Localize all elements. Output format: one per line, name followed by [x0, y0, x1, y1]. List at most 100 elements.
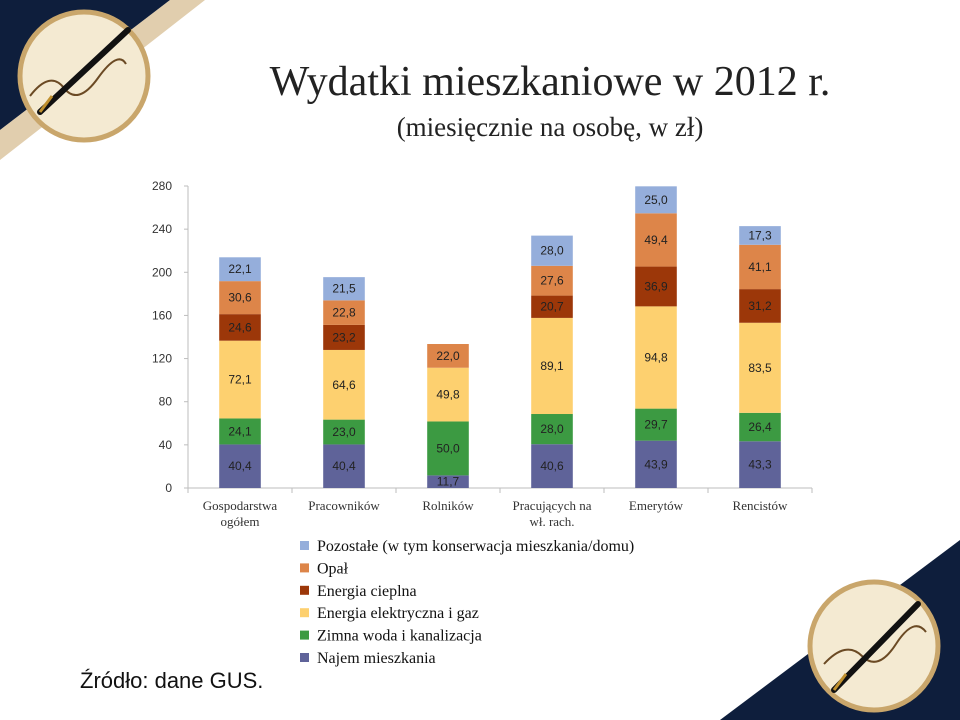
x-category-label-line: Rencistów — [733, 498, 788, 513]
legend-label: Energia elektryczna i gaz — [317, 605, 479, 622]
data-label: 31,2 — [748, 299, 772, 313]
bar-segment — [739, 412, 781, 442]
bar-segment — [427, 421, 469, 476]
data-label: 22,0 — [436, 349, 460, 363]
bar-segment — [427, 367, 469, 422]
data-label: 23,0 — [332, 425, 356, 439]
legend-label: Energia cieplna — [317, 583, 417, 600]
data-label: 23,2 — [332, 330, 356, 344]
data-label: 27,6 — [540, 274, 564, 288]
data-label: 41,1 — [748, 260, 772, 274]
bar-segment — [739, 441, 781, 488]
data-label: 40,6 — [540, 459, 564, 473]
bar-segment — [323, 419, 365, 445]
data-label: 40,4 — [332, 459, 356, 473]
y-tick-label: 0 — [165, 481, 172, 495]
legend-swatch — [300, 541, 309, 550]
y-tick-label: 160 — [152, 308, 172, 322]
y-tick-label: 200 — [152, 265, 172, 279]
data-label: 30,6 — [228, 291, 252, 305]
legend-label: Najem mieszkania — [317, 650, 436, 667]
bar-segment — [635, 213, 677, 267]
data-label: 29,7 — [644, 418, 668, 432]
source-note: Źródło: dane GUS. — [80, 668, 264, 693]
x-category-label: Emerytów — [629, 498, 684, 513]
bar-segment — [323, 277, 365, 301]
bar-segment — [531, 317, 573, 415]
bar-segment — [635, 186, 677, 214]
bar-segment — [531, 444, 573, 488]
data-label: 72,1 — [228, 373, 252, 387]
data-label: 17,3 — [748, 228, 772, 242]
data-label: 43,9 — [644, 457, 668, 471]
slide-subtitle: (miesięcznie na osobę, w zł) — [396, 112, 704, 142]
data-label: 83,5 — [748, 361, 772, 375]
y-tick-label: 40 — [159, 438, 173, 452]
data-label: 22,1 — [228, 262, 252, 276]
slide-title: Wydatki mieszkaniowe w 2012 r. — [269, 59, 831, 105]
x-category-label-line: Emerytów — [629, 498, 684, 513]
data-label: 20,7 — [540, 300, 564, 314]
bar-segment — [323, 324, 365, 350]
bar-segment — [531, 414, 573, 445]
x-category-label: Pracujących na wł. rach. — [512, 498, 591, 529]
bar-segment — [739, 244, 781, 290]
x-category-label-line: Rolników — [422, 498, 474, 513]
x-category-label-line: Gospodarstwa — [203, 498, 278, 513]
data-label: 49,8 — [436, 388, 460, 402]
bar-segment — [427, 475, 469, 488]
data-label: 11,7 — [437, 475, 460, 489]
x-category-label-line: Pracujących na — [512, 498, 591, 513]
bar-segment — [219, 314, 261, 341]
legend-label: Opał — [317, 560, 349, 577]
data-label: 28,0 — [540, 422, 564, 436]
bar-segment — [323, 444, 365, 488]
data-label: 89,1 — [540, 359, 564, 373]
bar-segment — [219, 340, 261, 419]
bar-segment — [531, 295, 573, 318]
bar-segment — [219, 257, 261, 282]
y-tick-label: 120 — [152, 352, 172, 366]
legend-swatch — [300, 630, 309, 640]
bar-segment — [219, 281, 261, 315]
legend-swatch — [300, 585, 309, 595]
legend-swatch — [300, 653, 309, 662]
bar-segment — [219, 444, 261, 488]
legend-swatch — [300, 563, 309, 573]
bar-segment — [427, 344, 469, 368]
bar-segment — [635, 306, 677, 409]
bar-segment — [323, 349, 365, 420]
y-tick-label: 80 — [159, 395, 173, 409]
data-label: 50,0 — [436, 441, 460, 455]
bar-segment — [739, 322, 781, 413]
fountain-pen-medallion-icon — [807, 579, 941, 713]
bar-segment — [635, 440, 677, 488]
y-tick-label: 240 — [152, 222, 172, 236]
bar-segment — [739, 289, 781, 323]
data-label: 26,4 — [748, 420, 772, 434]
data-label: 43,3 — [748, 458, 772, 472]
data-label: 22,8 — [332, 306, 356, 320]
x-category-label-line: ogółem — [221, 514, 260, 529]
bar-segment — [739, 226, 781, 245]
x-category-label: Rencistów — [733, 498, 788, 513]
legend-label: Pozostałe (w tym konserwacja mieszkania/… — [317, 538, 634, 555]
data-label: 24,1 — [228, 424, 252, 438]
data-label: 24,6 — [228, 320, 252, 334]
bar-segment — [635, 408, 677, 441]
bar-segment — [323, 300, 365, 325]
legend-label: Zimna woda i kanalizacja — [317, 628, 482, 645]
y-tick-label: 280 — [152, 179, 172, 193]
x-category-label-line: Pracowników — [308, 498, 380, 513]
x-category-label: Gospodarstwa ogółem — [203, 498, 278, 529]
bar-segment — [531, 265, 573, 296]
legend-swatch — [300, 608, 309, 618]
x-category-label-line: wł. rach. — [529, 514, 574, 529]
data-label: 21,5 — [332, 282, 356, 296]
data-label: 40,4 — [228, 459, 252, 473]
data-label: 94,8 — [644, 350, 668, 364]
data-label: 64,6 — [332, 378, 356, 392]
